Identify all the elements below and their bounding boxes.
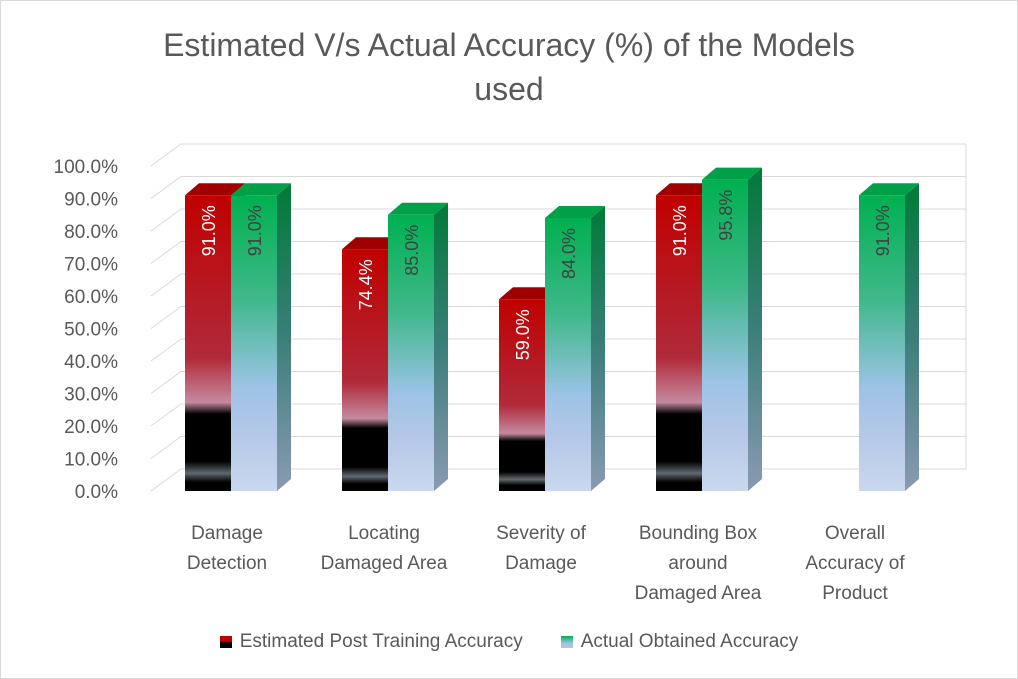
category-label-line: Damaged Area — [635, 583, 762, 604]
data-label-estimated-0: 91.0% — [199, 205, 219, 256]
data-label-estimated-2: 59.0% — [513, 309, 533, 360]
bar-actual-1 — [388, 214, 434, 491]
data-label-actual-2: 84.0% — [559, 228, 579, 279]
category-label-line: Locating — [348, 523, 420, 544]
category-label-line: Product — [822, 583, 888, 604]
legend-swatch-estimated — [219, 636, 232, 648]
bar-top-actual-0 — [231, 183, 291, 196]
bar-actual-4 — [859, 195, 905, 491]
y-tick-label: 80.0% — [64, 222, 118, 243]
category-label-line: Damage — [505, 553, 577, 574]
legend: Estimated Post Training Accuracy Actual … — [1, 631, 1017, 653]
category-label-line: around — [668, 553, 727, 574]
data-label-actual-0: 91.0% — [245, 205, 265, 256]
data-label-estimated-1: 74.4% — [356, 259, 376, 310]
bar-estimated-0 — [185, 195, 231, 491]
chart-title-line-2: used — [474, 71, 544, 107]
bar-estimated-2 — [499, 299, 545, 491]
bar-top-actual-4 — [859, 183, 919, 196]
category-label-0: Damage Detection — [187, 523, 267, 574]
data-label-actual-3: 95.8% — [716, 190, 736, 241]
y-tick-label: 90.0% — [64, 190, 118, 211]
x-axis-category-labels: Damage Detection Locating Damaged Area Sever… — [187, 523, 905, 604]
chart-title-line-1: Estimated V/s Actual Accuracy (%) of the… — [163, 27, 855, 63]
category-label-4: Overall Accuracy of Product — [805, 523, 905, 604]
bar-top-actual-3 — [702, 167, 762, 180]
bar-top-estimated-1 — [342, 237, 402, 250]
y-tick-label: 40.0% — [64, 352, 118, 373]
y-axis-tick-labels: 0.0% 10.0% 20.0% 30.0% 40.0% 50.0% 60.0% 70.0% 8… — [54, 157, 119, 503]
category-label-1: Locating Damaged Area — [321, 523, 448, 574]
category-label-line: Damaged Area — [321, 553, 448, 574]
category-label-line: Bounding Box — [639, 523, 758, 544]
category-label-2: Severity of Damage — [496, 523, 586, 574]
y-tick-label: 100.0% — [54, 157, 119, 178]
y-tick-label: 30.0% — [64, 385, 118, 406]
bar-estimated-3 — [656, 195, 702, 491]
category-label-line: Damage — [191, 523, 263, 544]
bar-top-estimated-3 — [656, 183, 716, 196]
y-tick-label: 60.0% — [64, 287, 118, 308]
y-tick-label: 70.0% — [64, 255, 118, 276]
bar-top-actual-1 — [388, 202, 448, 215]
category-label-line: Severity of — [496, 523, 586, 544]
chart-title: Estimated V/s Actual Accuracy (%) of the… — [1, 23, 1017, 111]
bar-top-estimated-2 — [499, 287, 559, 300]
data-label-estimated-3: 91.0% — [670, 205, 690, 256]
data-label-actual-4: 91.0% — [873, 205, 893, 256]
legend-swatch-actual — [560, 636, 573, 648]
bar-side-actual-0 — [277, 183, 291, 491]
legend-label-estimated: Estimated Post Training Accuracy — [239, 631, 523, 652]
bar-side-actual-2 — [591, 206, 605, 491]
category-label-3: Bounding Box around Damaged Area — [635, 523, 762, 604]
bar-side-actual-3 — [748, 167, 762, 491]
data-label-actual-1: 85.0% — [402, 225, 422, 276]
bar-actual-2 — [545, 218, 591, 491]
y-tick-label: 10.0% — [64, 450, 118, 471]
bar-top-estimated-0 — [185, 183, 245, 196]
gridline — [150, 143, 966, 167]
legend-item-estimated: Estimated Post Training Accuracy — [219, 631, 523, 653]
category-label-line: Accuracy of — [805, 553, 905, 574]
y-tick-label: 50.0% — [64, 320, 118, 341]
bar-side-actual-1 — [434, 202, 448, 491]
category-label-line: Overall — [825, 523, 885, 544]
legend-label-actual: Actual Obtained Accuracy — [580, 631, 799, 652]
bar-layer: 91.0% 91.0% 74.4% 85.0% 59.0% 84.0% 91.0% 95.8%… — [185, 167, 919, 491]
bar-estimated-1 — [342, 249, 388, 491]
y-tick-label: 20.0% — [64, 417, 118, 438]
bar-actual-3 — [702, 179, 748, 491]
legend-item-actual: Actual Obtained Accuracy — [560, 631, 799, 653]
bar-top-actual-2 — [545, 206, 605, 218]
y-tick-label: 0.0% — [75, 482, 118, 503]
bar-actual-0 — [231, 195, 277, 491]
category-label-line: Detection — [187, 553, 267, 574]
bar-side-actual-4 — [905, 183, 919, 491]
chart-plot-area: 91.0% 91.0% 74.4% 85.0% 59.0% 84.0% 91.0% 95.8%… — [54, 143, 967, 604]
gridline — [150, 176, 966, 199]
